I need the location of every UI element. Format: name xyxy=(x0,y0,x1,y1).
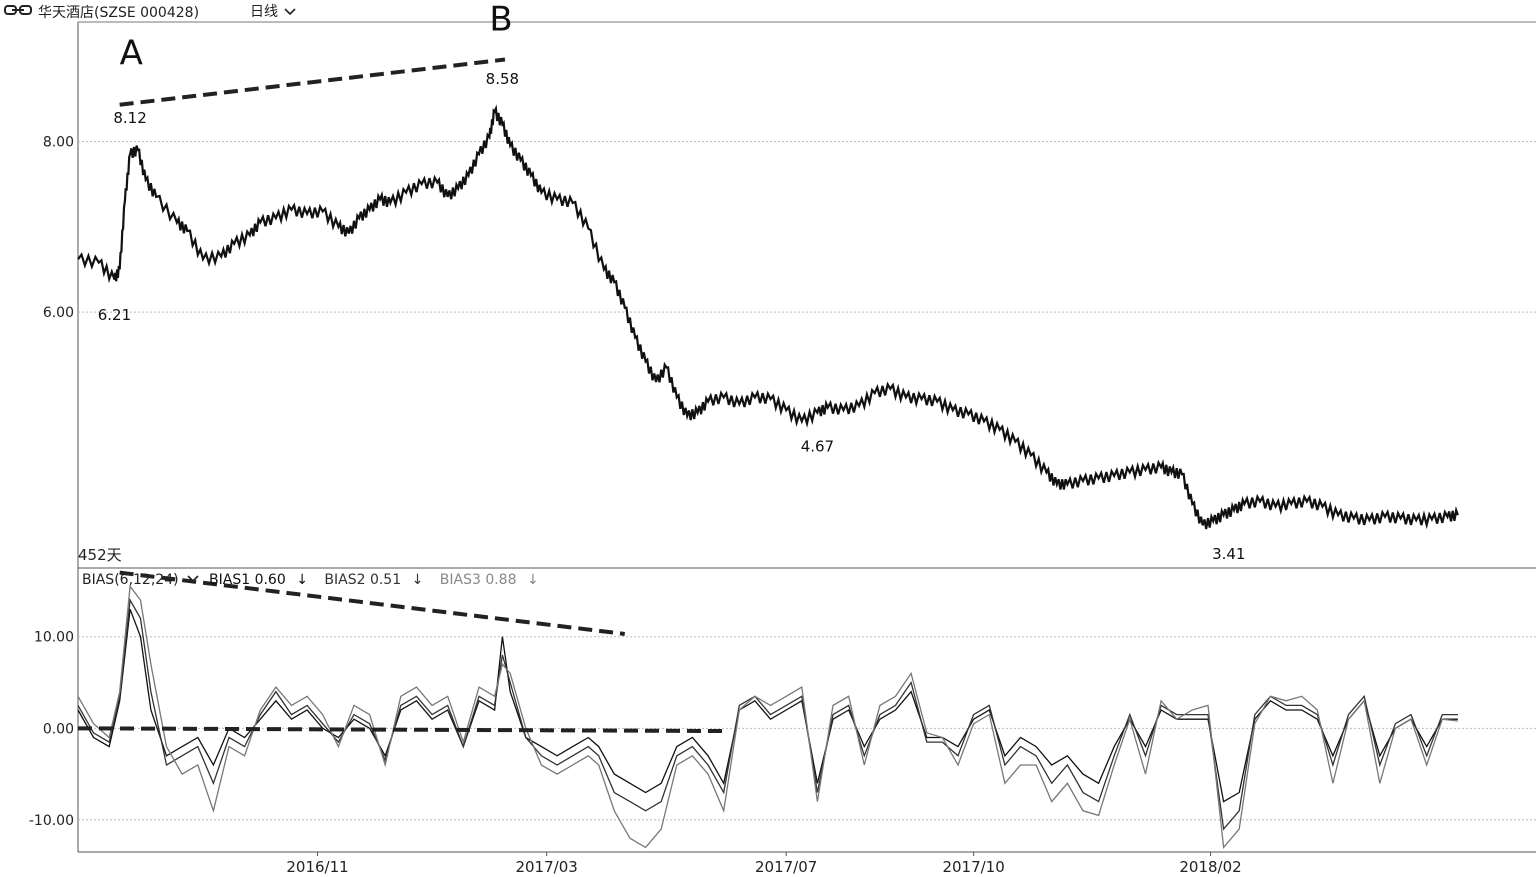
indicator-legend: BIAS(6,12,24) BIAS1 0.60 ↓ BIAS2 0.51 ↓ … xyxy=(82,572,551,588)
trend-label: B xyxy=(489,0,512,40)
price-grid xyxy=(78,140,1536,313)
price-point-label: 8.58 xyxy=(486,70,519,88)
period-label: 日线 xyxy=(250,4,278,20)
chart-title: 华天酒店(SZSE 000428) xyxy=(38,5,200,21)
price-point-label: 6.21 xyxy=(98,306,131,324)
bias2-line xyxy=(77,598,1458,831)
y-tick-label: 6.00 xyxy=(43,305,74,321)
price-point-label: 4.67 xyxy=(801,438,834,456)
bias3-line xyxy=(77,584,1458,849)
price-annotations: A B 8.12 6.21 8.58 4.67 3.41 xyxy=(98,0,1246,563)
x-tick-label: 2018/02 xyxy=(1179,858,1241,876)
price-line xyxy=(77,104,1459,530)
day-count-label: 452天 xyxy=(78,546,122,564)
bias2-legend: BIAS2 0.51 ↓ xyxy=(324,572,424,588)
y-tick-label: 8.00 xyxy=(43,134,74,150)
period-select[interactable]: 日线 xyxy=(250,1,297,21)
indicator-annotations xyxy=(77,570,729,734)
x-tick-label: 2017/07 xyxy=(755,858,817,876)
link-icon[interactable] xyxy=(4,4,32,16)
indicator-name: BIAS(6,12,24) xyxy=(82,572,179,588)
trendline-ab xyxy=(119,57,506,107)
x-tick-label: 2017/03 xyxy=(515,858,577,876)
x-tick-label: 2017/10 xyxy=(942,858,1004,876)
x-axis: 2016/11 2017/03 2017/07 2017/10 2018/02 xyxy=(286,852,1242,876)
indicator-y-axis: 10.00 0.00 -10.00 xyxy=(29,630,74,829)
y-tick-label: 10.00 xyxy=(34,630,74,646)
trend-label: A xyxy=(120,34,143,74)
bias1-legend: BIAS1 0.60 ↓ xyxy=(209,572,308,588)
chevron-down-icon xyxy=(284,8,297,16)
price-point-label: 8.12 xyxy=(113,109,146,127)
bias1-line xyxy=(77,608,1458,803)
price-y-axis: 8.00 6.00 xyxy=(43,134,74,321)
y-tick-label: -10.00 xyxy=(29,813,74,829)
title-bar: 华天酒店(SZSE 000428) 日线 xyxy=(0,0,1536,22)
bias3-legend: BIAS3 0.88 ↓ xyxy=(439,572,539,588)
y-tick-label: 0.00 xyxy=(43,721,74,737)
chevron-down-icon xyxy=(186,575,199,583)
chart-frame xyxy=(77,21,1536,853)
price-point-label: 3.41 xyxy=(1212,545,1245,563)
bias-zero-trendline xyxy=(77,726,729,734)
price-series xyxy=(77,104,1459,530)
indicator-series xyxy=(77,584,1458,849)
bias-high-trendline xyxy=(119,570,625,636)
x-tick-label: 2016/11 xyxy=(286,858,348,876)
indicator-select[interactable]: BIAS(6,12,24) xyxy=(82,572,199,588)
